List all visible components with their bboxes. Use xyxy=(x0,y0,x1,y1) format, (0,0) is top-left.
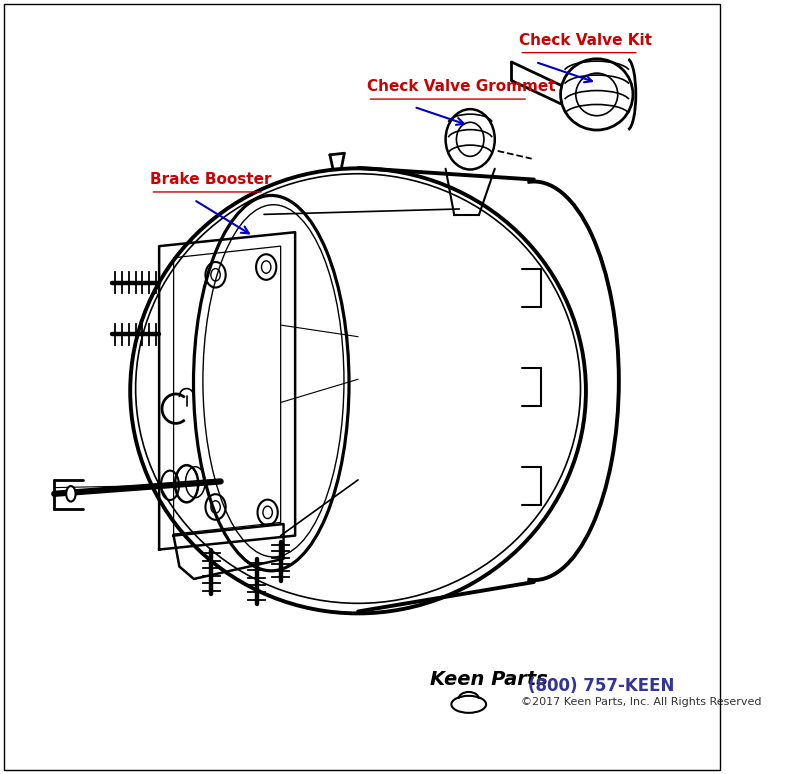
Ellipse shape xyxy=(67,486,75,502)
Text: Keen Parts: Keen Parts xyxy=(430,670,548,689)
Text: Check Valve Kit: Check Valve Kit xyxy=(520,33,653,48)
Text: Check Valve Grommet: Check Valve Grommet xyxy=(367,80,556,94)
Text: Brake Booster: Brake Booster xyxy=(150,173,272,187)
Text: ©2017 Keen Parts, Inc. All Rights Reserved: ©2017 Keen Parts, Inc. All Rights Reserv… xyxy=(521,697,761,707)
Text: (800) 757-KEEN: (800) 757-KEEN xyxy=(528,677,675,695)
